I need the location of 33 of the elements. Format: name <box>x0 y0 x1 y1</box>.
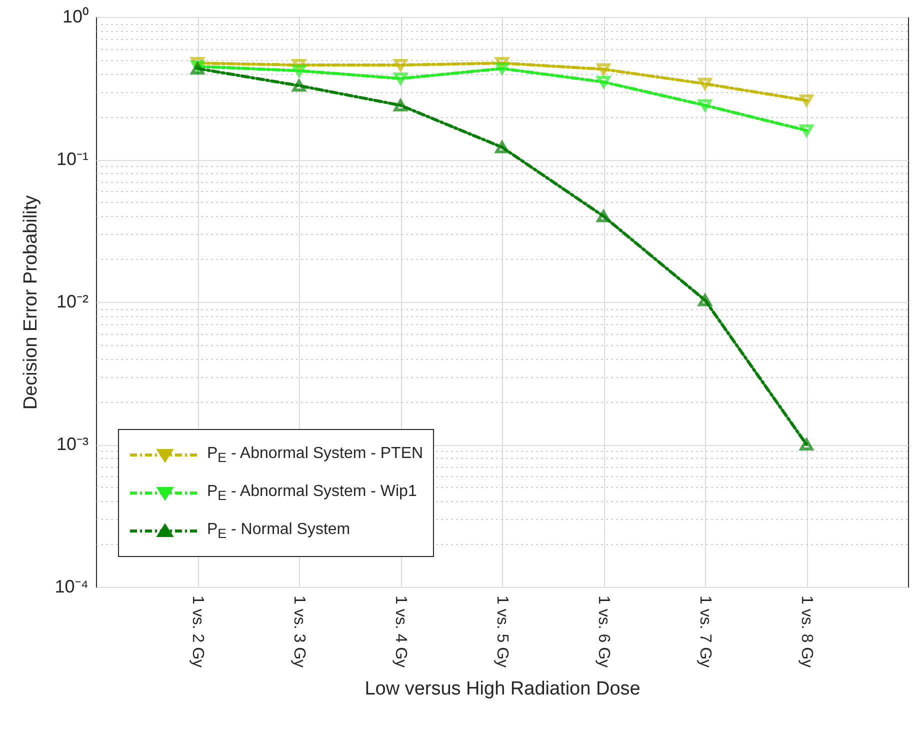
point <box>698 294 712 306</box>
x-tick-label: 1 vs. 4 Gy <box>392 596 409 668</box>
point <box>394 72 408 85</box>
point <box>698 78 712 90</box>
point <box>495 62 509 75</box>
legend-label: P$_{E}$ - Abnormal System - Wip1 <box>207 482 417 504</box>
point <box>394 59 408 72</box>
point <box>495 141 509 154</box>
x-tick-label: 1 vs. 2 Gy <box>189 596 206 668</box>
point <box>800 94 814 106</box>
y-tick-label: 10⁻³ <box>56 434 89 454</box>
point <box>596 63 610 76</box>
point <box>698 99 712 112</box>
point <box>800 438 814 451</box>
x-tick-label: 1 vs. 6 Gy <box>595 596 612 668</box>
y-axis-title: Decision Error Probability <box>20 194 42 410</box>
y-tick-label: 10⁻² <box>56 292 89 312</box>
point <box>292 64 306 77</box>
x-tick-label: 1 vs. 7 Gy <box>696 596 714 668</box>
point <box>394 99 408 112</box>
x-tick-label: 1 vs. 3 Gy <box>290 596 308 668</box>
point <box>292 80 306 92</box>
y-tick-label: 10⁻¹ <box>56 149 89 169</box>
point <box>596 210 610 222</box>
x-tick-label: 1 vs. 8 Gy <box>798 596 815 668</box>
x-axis-title: Low versus High Radiation Dose <box>364 678 640 700</box>
point <box>596 76 610 88</box>
legend-label: P$_{E}$ - Normal System <box>207 520 350 542</box>
point <box>800 124 814 136</box>
y-tick-label: 10⁰ <box>62 6 88 26</box>
x-tick-label: 1 vs. 5 Gy <box>494 596 510 668</box>
y-tick-label: 10⁻⁴ <box>54 576 88 596</box>
legend-label: P$_{E}$ - Abnormal System - PTEN <box>207 444 424 466</box>
